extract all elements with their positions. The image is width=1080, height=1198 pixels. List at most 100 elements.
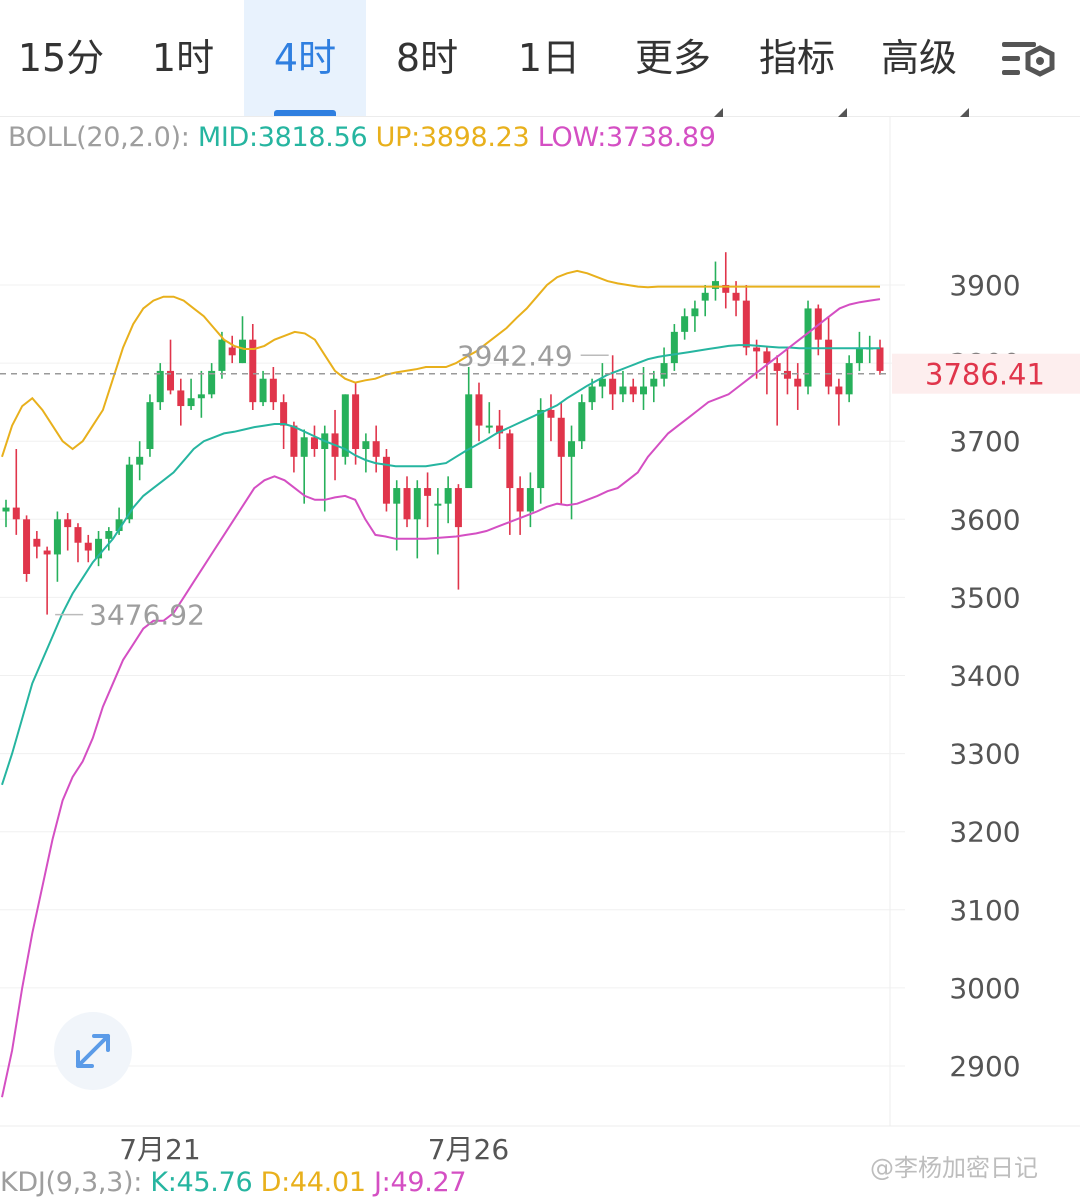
boll-up: UP:3898.23 bbox=[375, 122, 530, 153]
caret-down-icon bbox=[838, 108, 847, 117]
candle-body bbox=[547, 409, 555, 418]
expand-chart-button[interactable] bbox=[54, 1012, 132, 1090]
candle-body bbox=[722, 285, 730, 293]
candle-body bbox=[753, 347, 761, 352]
candle-body bbox=[496, 425, 504, 434]
tab-label: 指标 bbox=[759, 36, 847, 117]
candle-body bbox=[238, 339, 246, 364]
tab-label: 8时 bbox=[395, 36, 459, 80]
tab-6[interactable]: 指标 bbox=[736, 0, 858, 117]
candle-body bbox=[413, 488, 421, 520]
candle-body bbox=[177, 390, 185, 407]
candle-body bbox=[598, 378, 606, 387]
candle-body bbox=[74, 527, 82, 543]
candle-body bbox=[12, 507, 20, 520]
tab-label: 高级 bbox=[881, 36, 969, 117]
caret-down-icon bbox=[960, 108, 969, 117]
candle-body bbox=[681, 316, 689, 332]
candle-body bbox=[516, 488, 524, 512]
candle-body bbox=[115, 519, 123, 532]
candle-body bbox=[691, 308, 699, 317]
candle-body bbox=[208, 370, 216, 395]
candle-body bbox=[619, 386, 627, 395]
y-tick-label: 3900 bbox=[949, 269, 1020, 302]
y-tick-label: 3600 bbox=[949, 503, 1020, 536]
candle-body bbox=[23, 519, 31, 574]
candle-body bbox=[228, 347, 236, 356]
tab-label: 1日 bbox=[517, 36, 581, 80]
tab-7[interactable]: 高级 bbox=[858, 0, 980, 117]
candle-body bbox=[557, 417, 565, 457]
tab-4[interactable]: 1日 bbox=[488, 0, 610, 116]
kdj-j: J:49.27 bbox=[374, 1167, 467, 1198]
candle-body bbox=[609, 378, 617, 395]
tab-label: 15分 bbox=[17, 36, 105, 80]
tab-5[interactable]: 更多 bbox=[610, 0, 736, 117]
candle-body bbox=[485, 425, 493, 428]
kdj-d: D:44.01 bbox=[260, 1167, 366, 1198]
tab-label: 更多 bbox=[635, 36, 723, 117]
candle-body bbox=[835, 386, 843, 395]
current-price-badge bbox=[892, 353, 1080, 394]
candle-body bbox=[670, 331, 678, 364]
chart-settings-button[interactable] bbox=[1000, 36, 1060, 84]
candle-body bbox=[362, 441, 370, 450]
candle-body bbox=[53, 519, 61, 555]
candle-body bbox=[825, 339, 833, 387]
candle-body bbox=[424, 488, 432, 496]
current-price-label: 3786.41 bbox=[925, 358, 1045, 392]
candle-body bbox=[105, 531, 113, 539]
candle-body bbox=[300, 437, 308, 457]
y-tick-label: 3000 bbox=[949, 972, 1020, 1005]
candle-body bbox=[352, 394, 360, 450]
tab-1[interactable]: 1时 bbox=[122, 0, 244, 116]
tab-label: 4时 bbox=[273, 36, 337, 80]
candle-body bbox=[855, 347, 863, 364]
candle-body bbox=[537, 409, 545, 489]
candle-body bbox=[660, 363, 668, 379]
boll-mid-line bbox=[1, 344, 880, 786]
candle-body bbox=[701, 292, 709, 301]
candle-body bbox=[218, 339, 226, 371]
candle-body bbox=[845, 363, 853, 395]
candlestick-chart[interactable]: 3900380037003600350034003300320031003000… bbox=[0, 116, 1080, 1168]
tab-0[interactable]: 15分 bbox=[0, 0, 122, 116]
candle-body bbox=[382, 456, 390, 504]
candle-body bbox=[568, 441, 576, 457]
candle-body bbox=[197, 394, 205, 399]
tab-3[interactable]: 8时 bbox=[366, 0, 488, 116]
candle-body bbox=[711, 281, 719, 289]
candle-body bbox=[876, 347, 884, 371]
y-tick-label: 3700 bbox=[949, 425, 1020, 458]
candle-body bbox=[783, 370, 791, 379]
boll-low: LOW:3738.89 bbox=[537, 122, 716, 153]
x-tick-label: 7月26 bbox=[428, 1133, 509, 1166]
candle-body bbox=[310, 437, 318, 450]
caret-down-icon bbox=[714, 108, 723, 117]
candle-body bbox=[136, 456, 144, 465]
candle-body bbox=[33, 538, 41, 547]
candle-body bbox=[393, 488, 401, 504]
candle-body bbox=[249, 339, 257, 403]
x-tick-label: 7月21 bbox=[119, 1133, 200, 1166]
candle-body bbox=[187, 398, 195, 407]
candle-body bbox=[125, 464, 133, 520]
watermark: @李杨加密日记 bbox=[870, 1154, 1038, 1182]
candle-body bbox=[794, 378, 802, 387]
tab-2[interactable]: 4时 bbox=[244, 0, 366, 116]
candle-body bbox=[588, 386, 596, 403]
candle-body bbox=[2, 507, 10, 512]
boll-lower-line bbox=[1, 298, 881, 1098]
candle-body bbox=[64, 519, 72, 528]
candle-body bbox=[640, 386, 648, 395]
chart-settings-icon bbox=[1002, 42, 1055, 77]
boll-mid: MID:3818.56 bbox=[197, 122, 368, 153]
expand-icon bbox=[76, 1034, 110, 1068]
candle-body bbox=[742, 300, 750, 348]
y-tick-label: 3400 bbox=[949, 660, 1020, 693]
y-tick-label: 3200 bbox=[949, 816, 1020, 849]
candle-body bbox=[372, 441, 380, 457]
candle-body bbox=[280, 402, 288, 426]
candle-body bbox=[167, 370, 175, 391]
low-price-label: 3476.92 bbox=[89, 599, 205, 632]
